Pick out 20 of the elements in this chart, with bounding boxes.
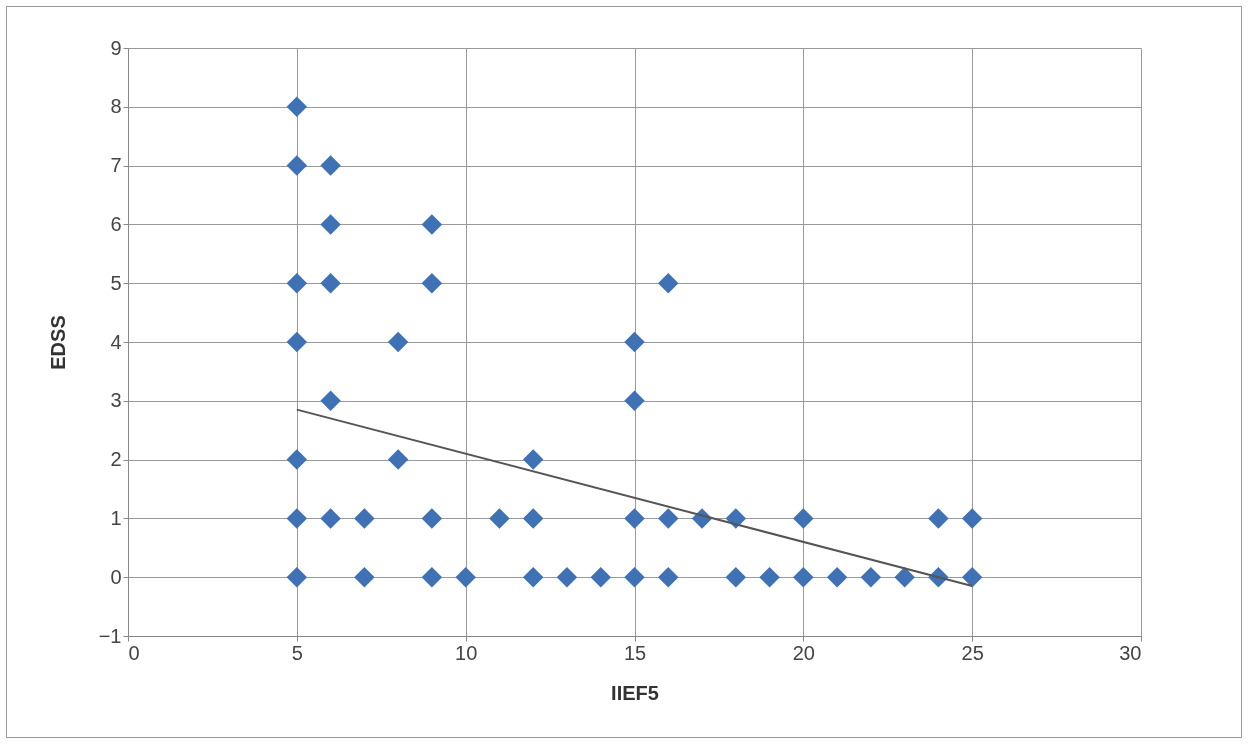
y-tick-label: 6 xyxy=(110,212,122,235)
y-tick-label: 9 xyxy=(110,36,122,59)
x-tick-label: 0 xyxy=(128,641,140,664)
y-tick-label: 2 xyxy=(110,448,122,471)
y-tick-label: 1 xyxy=(110,506,122,529)
x-tick-label: 15 xyxy=(623,641,647,664)
y-tick-label: 4 xyxy=(110,330,122,353)
y-tick-label: −1 xyxy=(98,624,122,647)
y-tick-label: 0 xyxy=(110,565,122,588)
y-axis-title: EDSS xyxy=(46,315,69,370)
x-tick-label: 25 xyxy=(961,641,984,664)
y-tick-label: 7 xyxy=(110,154,122,177)
x-tick-label: 20 xyxy=(792,641,815,664)
y-tick-label: 3 xyxy=(110,389,122,412)
x-axis-title: IIEF5 xyxy=(611,681,659,704)
y-tick-label: 5 xyxy=(110,271,122,294)
x-tick-label: 30 xyxy=(1119,641,1142,664)
x-tick-label: 10 xyxy=(455,641,478,664)
y-tick-label: 8 xyxy=(110,95,122,118)
x-tick-label: 5 xyxy=(291,641,303,664)
